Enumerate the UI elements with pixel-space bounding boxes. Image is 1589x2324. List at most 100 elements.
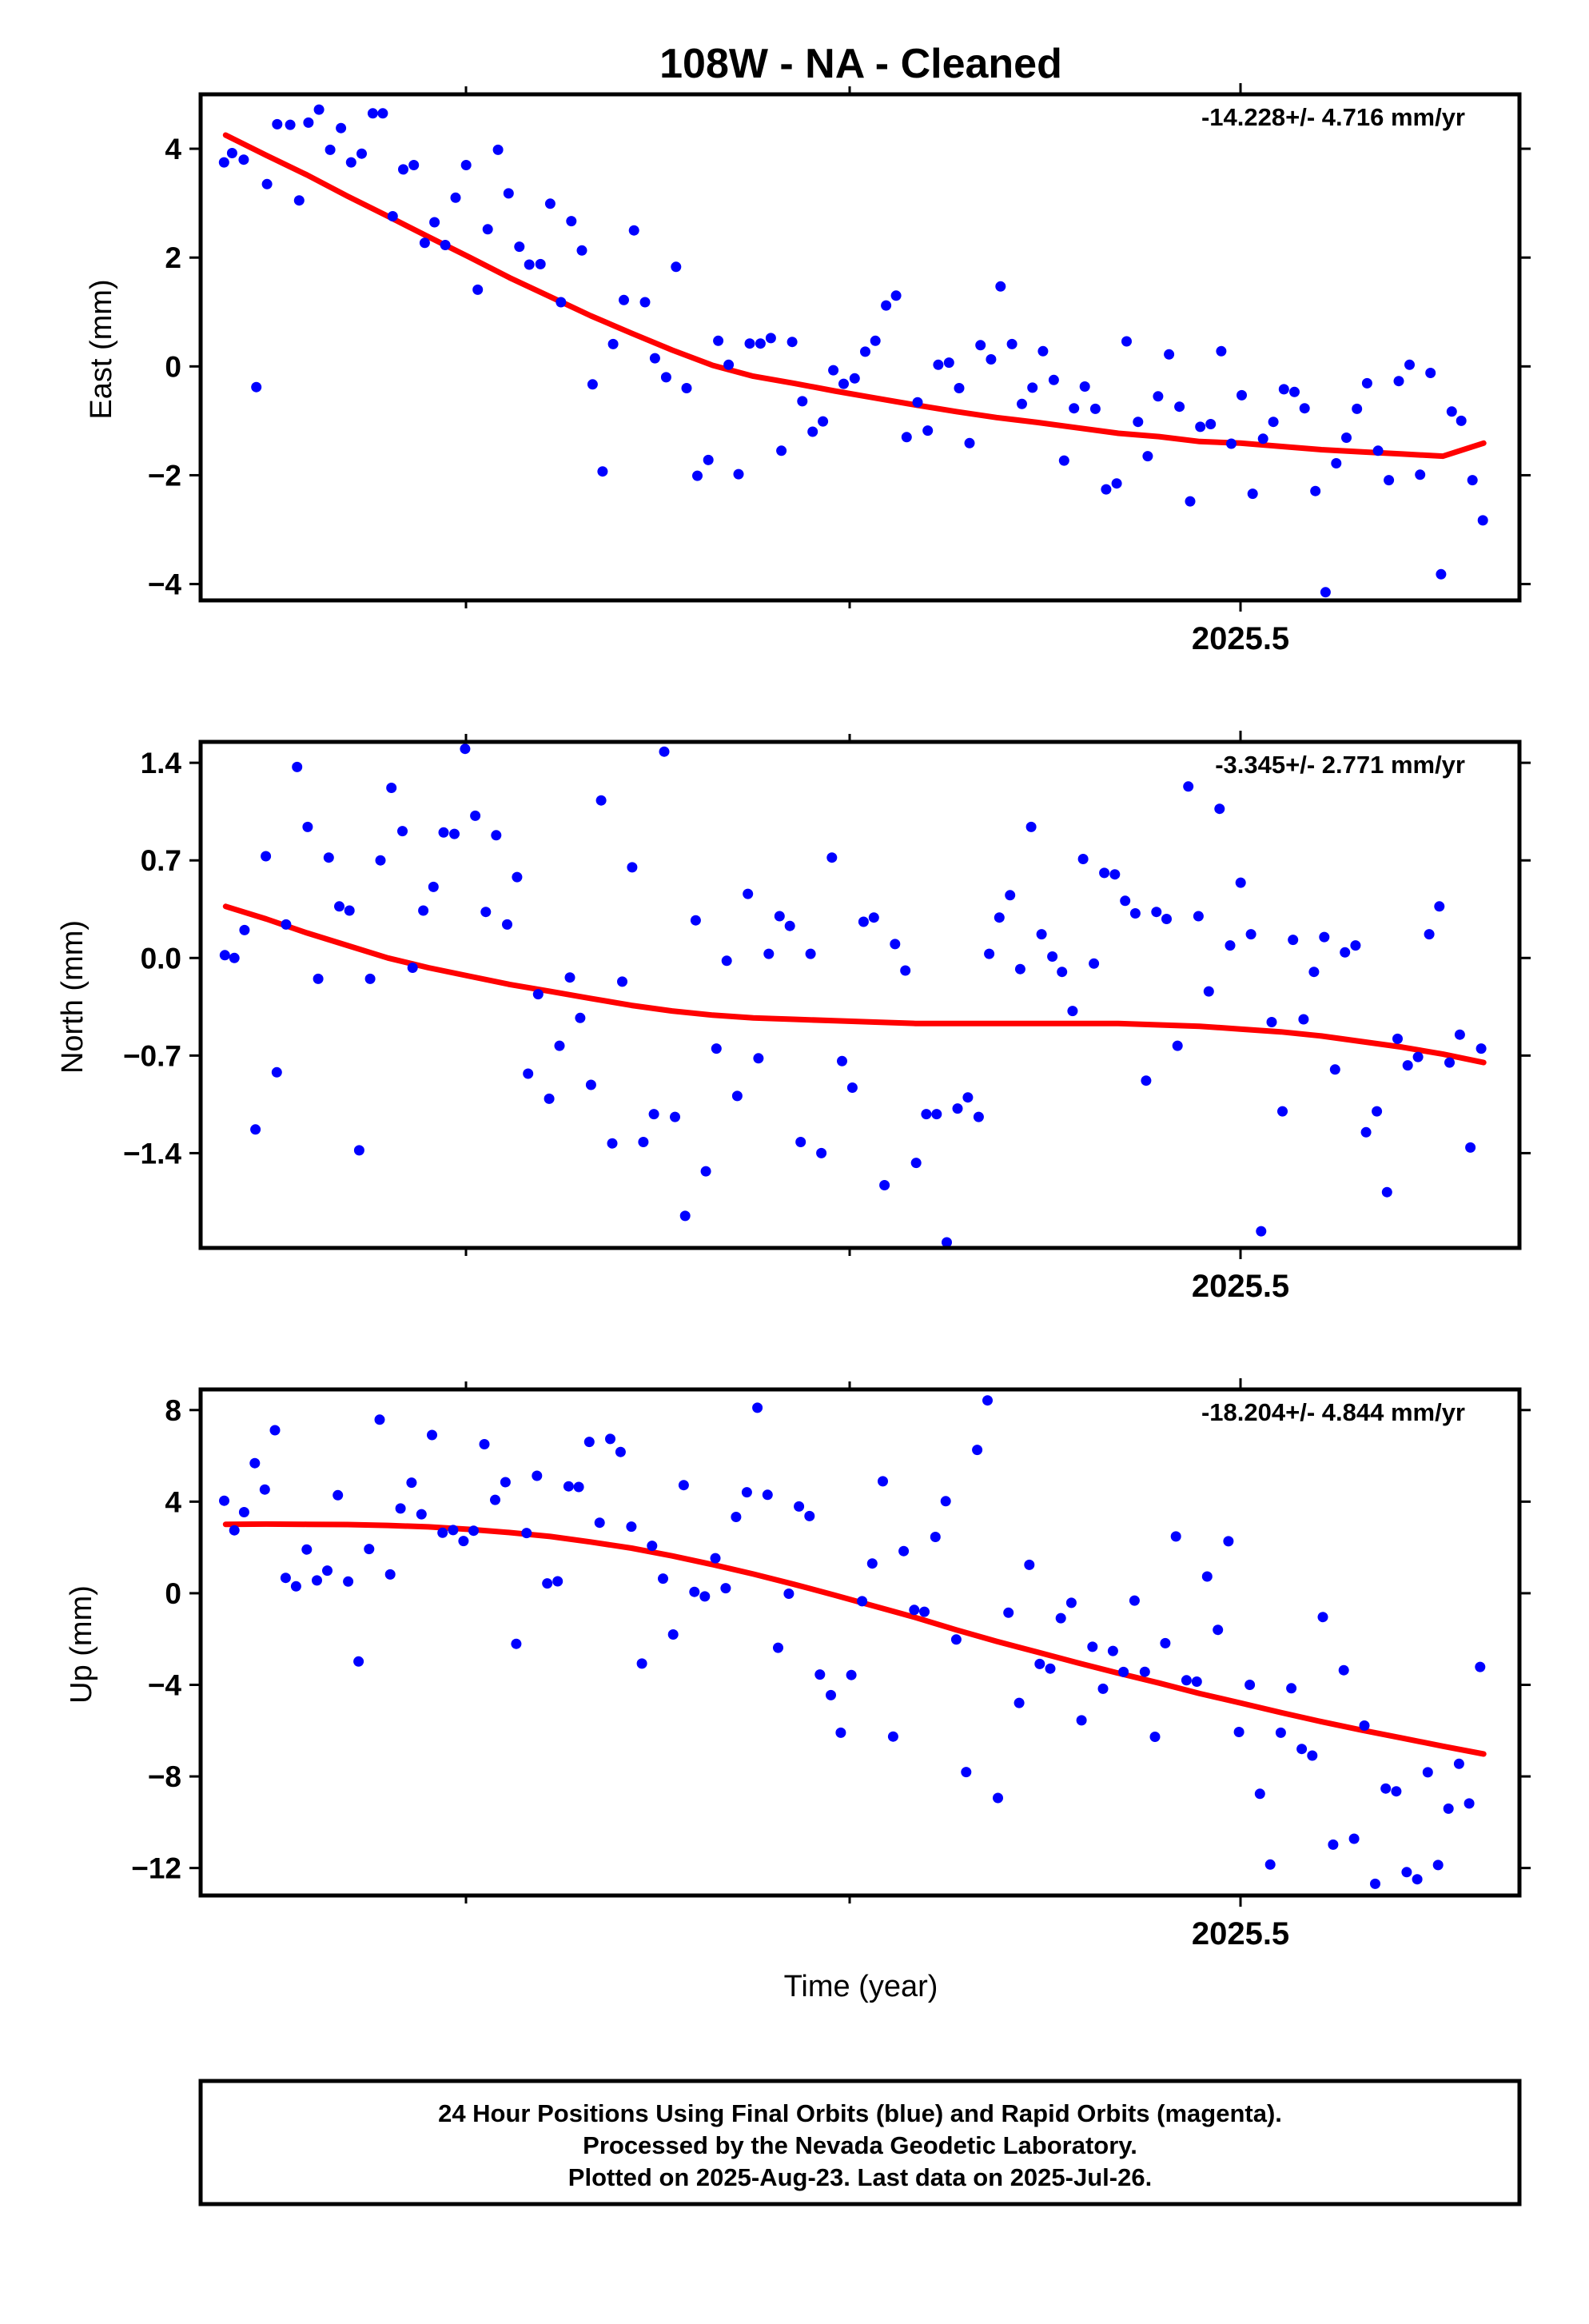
up-data-point: [448, 1525, 459, 1536]
north-data-point: [1308, 967, 1320, 978]
north-data-point: [1089, 958, 1100, 969]
up-data-point: [678, 1480, 689, 1491]
north-data-point: [805, 948, 816, 959]
north-data-point: [1412, 1051, 1424, 1062]
up-data-point: [343, 1576, 354, 1587]
up-data-point: [1464, 1798, 1475, 1809]
north-data-point: [544, 1093, 555, 1104]
north-data-point: [1025, 821, 1037, 832]
north-data-point: [784, 920, 795, 931]
up-data-point: [1432, 1860, 1444, 1871]
east-data-point: [818, 416, 829, 427]
north-data-point: [532, 989, 544, 1000]
north-data-point: [952, 1103, 963, 1114]
up-data-point: [1254, 1788, 1265, 1800]
up-data-point: [290, 1581, 301, 1592]
east-data-point: [1058, 455, 1069, 466]
north-data-point: [1057, 967, 1068, 978]
east-data-point: [1153, 391, 1164, 402]
footer-line-3: Plotted on 2025-Aug-23. Last data on 202…: [568, 2163, 1152, 2191]
north-data-point: [585, 1079, 596, 1090]
up-data-point: [658, 1573, 668, 1585]
east-data-point: [881, 300, 892, 311]
up-data-point: [773, 1642, 783, 1653]
up-data-point: [269, 1425, 281, 1436]
north-data-point: [554, 1040, 565, 1051]
east-data-point: [1446, 406, 1457, 417]
east-data-point: [261, 178, 273, 189]
up-data-point: [238, 1507, 249, 1517]
north-data-point: [1381, 1186, 1392, 1198]
up-ticks: [189, 1378, 1531, 1907]
east-data-point: [1278, 384, 1289, 395]
north-data-point: [1340, 947, 1351, 958]
up-data-point: [406, 1477, 417, 1489]
up-data-point: [647, 1541, 658, 1552]
up-data-point: [826, 1689, 836, 1700]
up-data-point: [1307, 1750, 1318, 1761]
up-data-point: [563, 1481, 574, 1492]
east-data-point: [492, 144, 504, 155]
north-data-point: [1183, 781, 1194, 792]
east-data-point: [986, 354, 997, 365]
east-data-point: [1310, 485, 1321, 496]
up-data-point: [1264, 1859, 1276, 1870]
north-data-point: [795, 1137, 806, 1147]
up-data-point: [950, 1634, 962, 1645]
north-data-point: [313, 973, 324, 984]
east-data-point: [1111, 478, 1122, 489]
east-data-point: [1164, 349, 1175, 360]
east-data-point: [367, 108, 378, 119]
north-data-point: [994, 912, 1005, 923]
up-data-point: [667, 1629, 679, 1640]
up-data-point: [1245, 1680, 1256, 1690]
north-data-point: [700, 1166, 711, 1177]
east-data-point: [460, 160, 472, 170]
north-data-point: [261, 851, 272, 862]
east-data-point: [1247, 488, 1258, 500]
east-data-point: [943, 357, 954, 369]
north-data-point: [721, 955, 732, 967]
up-data-point: [490, 1494, 500, 1505]
up-data-point: [741, 1487, 752, 1498]
north-data-point: [460, 743, 471, 755]
north-data-point: [690, 915, 701, 926]
north-data-point: [1424, 929, 1435, 940]
up-data-point: [762, 1489, 773, 1501]
up-data-point: [1317, 1612, 1328, 1623]
north-tick-labels: 1.4 0.7 0.0 −0.7 −1.4 2025.5: [123, 747, 1289, 1304]
up-data-point: [416, 1509, 427, 1520]
north-data-point: [1129, 908, 1141, 919]
east-fit-layer: [222, 132, 1487, 460]
up-data-point: [479, 1439, 490, 1449]
up-data-point: [1475, 1661, 1486, 1672]
north-data-point: [1235, 877, 1246, 888]
up-data-point: [1045, 1663, 1056, 1674]
north-data-point: [512, 871, 523, 883]
east-data-point: [703, 454, 714, 465]
east-data-point: [440, 240, 451, 250]
up-data-point: [605, 1433, 615, 1445]
north-data-point: [1005, 890, 1016, 901]
north-frame: [198, 739, 1522, 1250]
up-data-point: [1401, 1867, 1412, 1878]
north-data-point: [659, 746, 670, 757]
up-y-axis-label: Up (mm): [65, 1585, 98, 1704]
east-rate-label: -14.228+/- 4.716 mm/yr: [1201, 103, 1465, 131]
north-ytick-label: 1.4: [141, 747, 182, 779]
east-data-point: [1089, 403, 1101, 414]
east-data-point: [838, 378, 849, 389]
north-data-point: [753, 1053, 764, 1064]
up-data-point: [982, 1395, 993, 1406]
north-data-point: [1256, 1226, 1267, 1237]
east-data-point: [995, 281, 1006, 292]
footer-line-1: 24 Hour Positions Using Final Orbits (bl…: [438, 2099, 1282, 2127]
up-data-point: [500, 1477, 511, 1488]
north-data-point: [1360, 1126, 1372, 1138]
up-data-point: [1014, 1697, 1025, 1708]
east-data-point: [1393, 376, 1404, 387]
up-data-point: [930, 1532, 941, 1542]
north-data-point: [397, 826, 408, 837]
